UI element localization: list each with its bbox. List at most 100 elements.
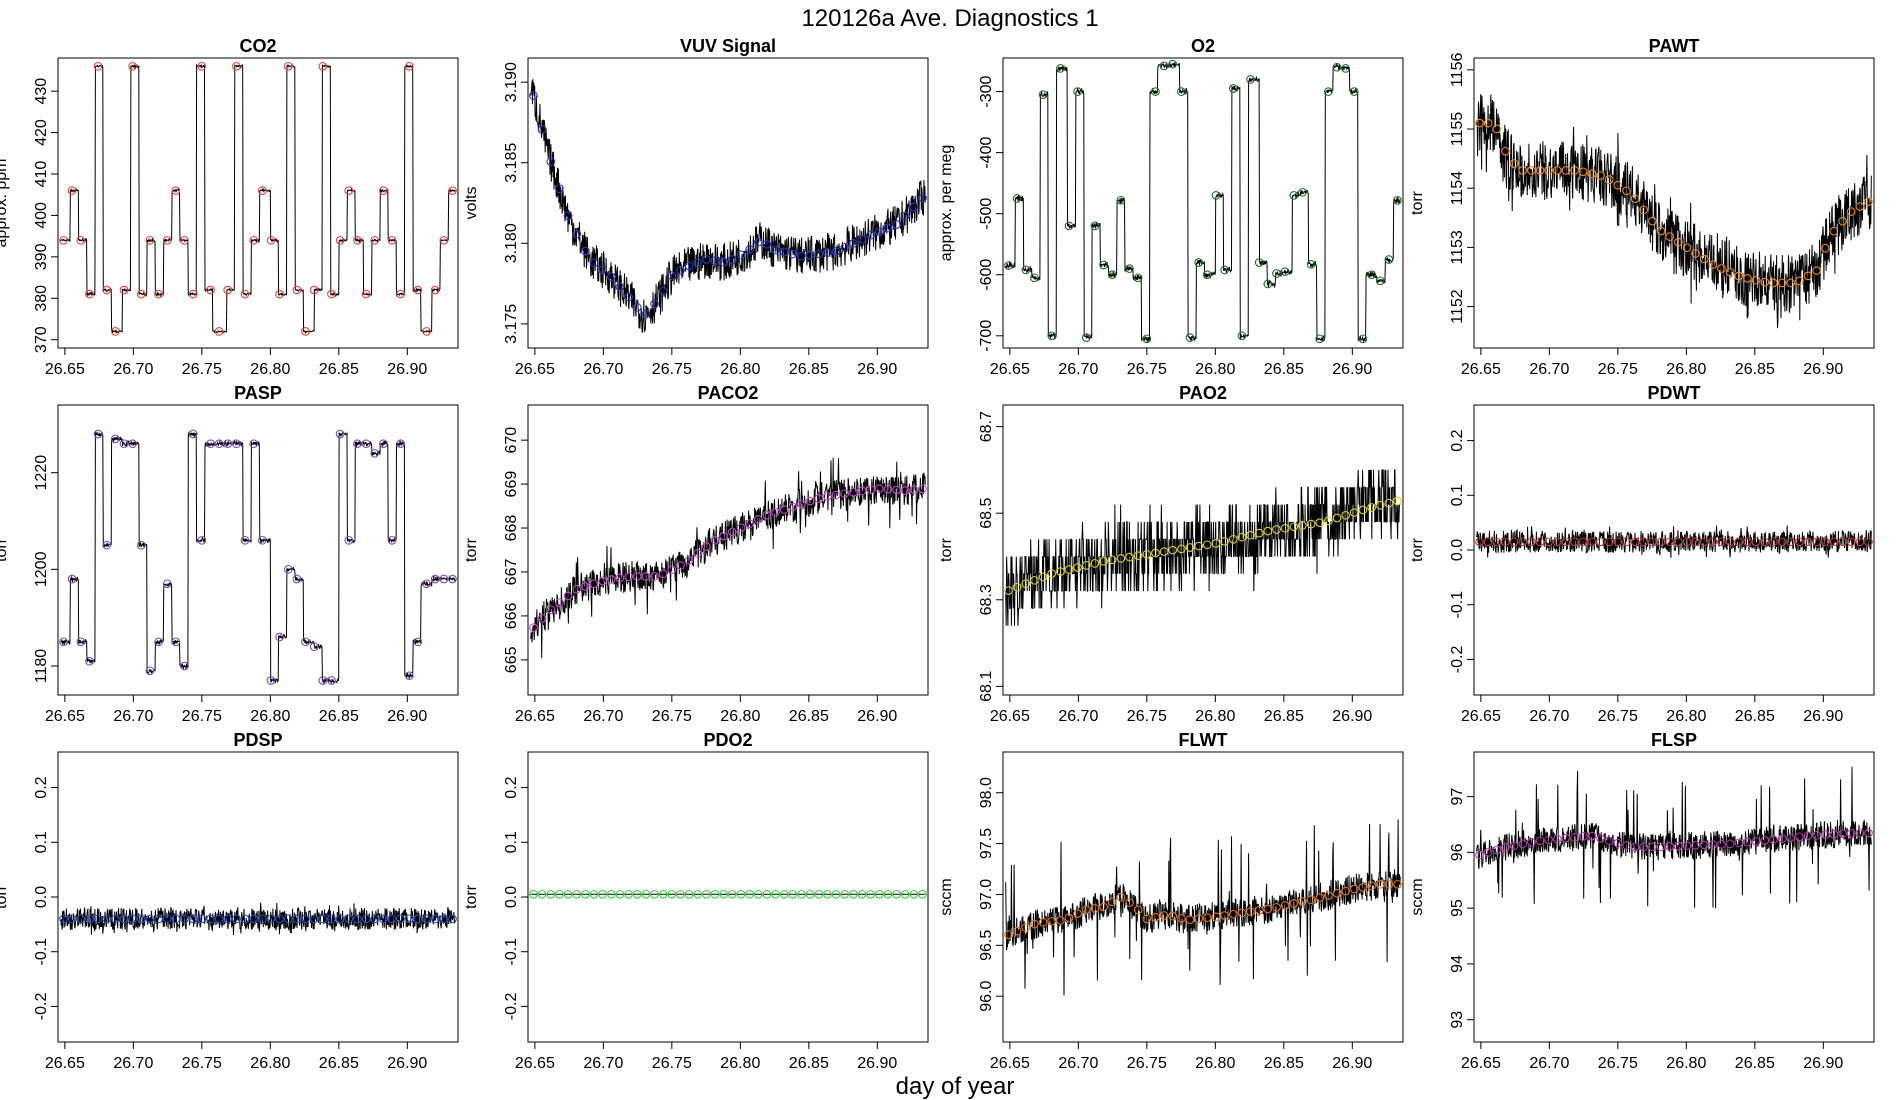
avg-point-flsp (1829, 829, 1839, 839)
x-tick-label: 26.85 (789, 361, 829, 378)
avg-point-pasp (439, 574, 449, 584)
x-tick-label: 26.85 (319, 361, 359, 378)
avg-point-o2 (1125, 264, 1134, 273)
avg-point-paco2 (572, 584, 582, 594)
avg-point-pasp (171, 637, 181, 647)
avg-point-pawt (1829, 226, 1839, 236)
avg-point-flsp (1518, 839, 1528, 849)
avg-point-o2 (1177, 87, 1186, 96)
y-axis-label-flwt: sccm (938, 878, 955, 915)
avg-point-pawt (1708, 260, 1718, 269)
avg-point-flsp (1838, 829, 1847, 839)
avg-point-paco2 (892, 485, 901, 495)
avg-point-pdsp (223, 914, 233, 924)
avg-point-pdwt (1561, 537, 1571, 547)
x-tick-label: 26.70 (1529, 1055, 1569, 1072)
x-tick-label: 26.90 (857, 1055, 897, 1072)
avg-point-pdsp (180, 914, 189, 924)
avg-point-pdo2 (581, 889, 590, 899)
avg-point-paco2 (823, 492, 832, 501)
avg-point-pdo2 (805, 889, 815, 899)
x-tick-label: 26.80 (1666, 708, 1706, 725)
y-tick-label: 3.190 (503, 62, 520, 102)
avg-point-pdsp (266, 914, 276, 924)
avg-point-o2 (1298, 187, 1307, 197)
avg-point-pdwt (1673, 537, 1683, 547)
avg-point-pdwt (1665, 537, 1675, 547)
avg-point-flwt (1064, 913, 1074, 923)
avg-point-pawt (1604, 175, 1614, 184)
avg-point-vuv (762, 239, 772, 249)
avg-point-pdsp (59, 914, 68, 924)
avg-point-pao2 (1133, 551, 1143, 561)
avg-point-flsp (1751, 836, 1761, 846)
y-tick-label: 0.2 (503, 776, 520, 798)
avg-point-pasp (344, 535, 354, 545)
avg-point-pasp (180, 661, 189, 671)
avg-point-flwt (1030, 919, 1039, 929)
series-line-flsp (1476, 766, 1872, 909)
avg-point-pasp (430, 574, 440, 584)
x-tick-label: 26.90 (1332, 361, 1372, 378)
x-tick-label: 26.85 (789, 1055, 829, 1072)
avg-point-paco2 (831, 490, 841, 500)
avg-point-pasp (119, 439, 129, 449)
panel-title-pdwt: PDWT (1648, 383, 1701, 403)
avg-point-pawt (1812, 266, 1821, 275)
avg-point-flwt (1021, 923, 1031, 932)
avg-point-flwt (1384, 879, 1394, 889)
avg-point-pdwt (1734, 537, 1744, 547)
y-tick-label: 1180 (33, 649, 50, 684)
avg-point-flsp (1501, 843, 1510, 852)
avg-point-o2 (1280, 267, 1290, 277)
avg-point-o2 (1263, 279, 1273, 289)
avg-point-pasp (154, 637, 163, 647)
avg-point-vuv (572, 229, 582, 239)
avg-point-pdo2 (762, 889, 772, 899)
panel-pao2: PAO2 torr 68.1 68.3 68.5 68.7 26.65 26.70 26.75 2… (938, 383, 1404, 725)
avg-point-o2 (1168, 59, 1178, 69)
series-line-pasp (60, 430, 456, 685)
avg-point-pdo2 (719, 889, 729, 899)
avg-point-o2 (1324, 87, 1333, 96)
y-axis-label-o2: approx. per meg (938, 145, 955, 262)
avg-point-o2 (1289, 191, 1299, 200)
avg-point-flsp (1769, 835, 1778, 844)
avg-point-pawt (1717, 264, 1726, 273)
avg-point-pdsp (214, 914, 224, 924)
avg-point-pdsp (188, 914, 198, 924)
avg-point-o2 (1384, 255, 1394, 264)
avg-point-o2 (1038, 90, 1048, 99)
avg-point-flwt (1194, 914, 1204, 924)
avg-point-co2 (128, 61, 137, 71)
avg-point-pawt (1622, 186, 1631, 196)
avg-point-pdo2 (624, 889, 633, 899)
avg-point-flwt (1004, 930, 1013, 939)
avg-point-pdsp (171, 914, 181, 924)
avg-point-pdo2 (753, 889, 763, 899)
avg-point-vuv (831, 247, 841, 256)
avg-point-pdsp (327, 914, 336, 924)
avg-point-flwt (1228, 909, 1238, 919)
avg-point-pdwt (1864, 537, 1873, 547)
avg-point-pdo2 (900, 889, 910, 899)
avg-point-flsp (1864, 828, 1873, 838)
avg-point-paco2 (667, 565, 677, 575)
plot-frame-flsp (1473, 751, 1875, 1043)
y-tick-label: 1220 (33, 455, 50, 491)
avg-point-co2 (430, 285, 440, 295)
y-tick-label: 68.3 (978, 584, 995, 615)
panel-co2: CO2 approx. ppm 370 380 390 400 410 420 430 26.65… (0, 36, 459, 378)
avg-point-pasp (370, 448, 380, 458)
avg-point-vuv (676, 266, 685, 275)
avg-point-pdsp (154, 914, 163, 924)
avg-point-pasp (404, 671, 414, 681)
avg-point-o2 (1393, 195, 1402, 205)
avg-point-pawt (1682, 243, 1692, 253)
plot-frame-pdsp (57, 751, 459, 1043)
avg-point-pao2 (1375, 500, 1385, 510)
y-tick-label: 667 (503, 559, 520, 586)
avg-point-pasp (59, 637, 68, 647)
avg-point-pdo2 (615, 889, 625, 899)
avg-point-pasp (309, 642, 319, 652)
